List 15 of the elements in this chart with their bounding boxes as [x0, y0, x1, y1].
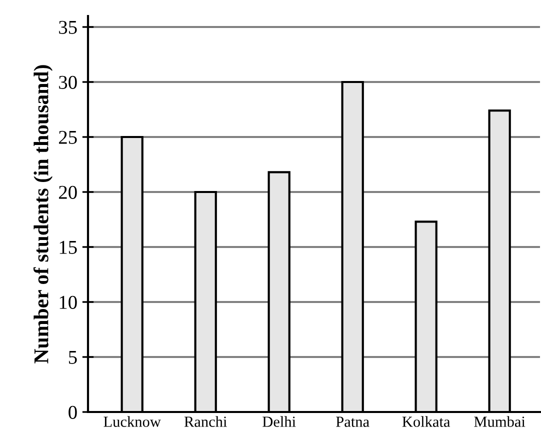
y-tick-label: 30 — [59, 76, 77, 89]
y-tick-label: 5 — [68, 351, 77, 364]
y-tick-label: 0 — [68, 406, 77, 419]
y-tick-label: 10 — [60, 296, 77, 309]
x-tick-label: Lucknow — [104, 416, 161, 427]
x-tick-label: Delhi — [262, 416, 296, 427]
y-tick-label: 35 — [59, 20, 77, 34]
y-tick-label: 20 — [58, 186, 77, 199]
x-tick-label: Patna — [336, 416, 370, 427]
x-tick-label: Mumbai — [474, 416, 526, 427]
y-tick-label: 25 — [58, 130, 77, 144]
y-tick-label: 15 — [60, 240, 77, 254]
x-tick-label: Kolkata — [402, 416, 450, 427]
x-tick-label: Ranchi — [184, 416, 227, 427]
y-axis-title: Number of students (in thousand) — [33, 65, 53, 364]
